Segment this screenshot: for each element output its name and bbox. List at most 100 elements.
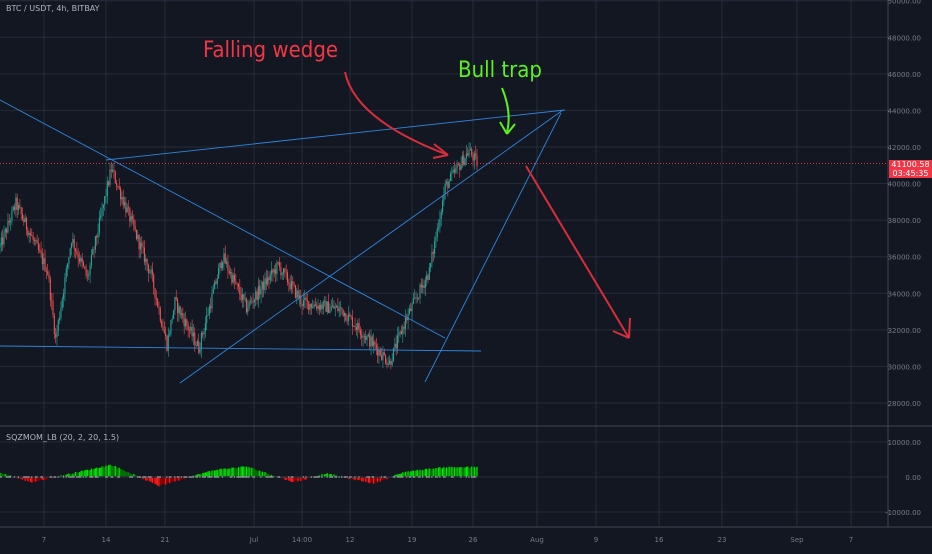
candle-body — [15, 197, 17, 210]
squeeze-dot — [207, 476, 209, 478]
momentum-bar — [408, 471, 411, 477]
time-tick-label: 16 — [655, 536, 664, 544]
time-tick-label: 9 — [594, 536, 598, 544]
squeeze-dot — [30, 476, 33, 478]
candle-body — [135, 229, 138, 239]
momentum-bar — [435, 468, 437, 477]
annotation-bull-trap[interactable]: Bull trap — [458, 58, 542, 83]
squeeze-dot — [68, 476, 70, 478]
annotation-falling-wedge[interactable]: Falling wedge — [203, 38, 339, 63]
squeeze-dot — [428, 476, 431, 478]
squeeze-dot — [350, 476, 353, 478]
price-tick-label: 48000.00 — [888, 34, 921, 42]
price-tick-label: 36000.00 — [888, 254, 921, 262]
momentum-bar — [0, 472, 1, 477]
squeeze-dot — [176, 476, 179, 478]
candle-body — [354, 325, 356, 328]
momentum-bar — [162, 477, 164, 485]
candle-body — [365, 336, 367, 341]
candle-body — [232, 275, 234, 283]
symbol-title[interactable]: BTC / USDT, 4h, BITBAY — [6, 4, 100, 13]
squeeze-dot — [382, 476, 384, 478]
momentum-bar — [252, 468, 254, 477]
candle-body — [23, 219, 25, 223]
momentum-bar — [45, 477, 47, 480]
candle-body — [385, 355, 387, 364]
squeeze-dot — [307, 476, 310, 478]
falling-wedge-arrowhead — [432, 143, 449, 159]
candle-body — [297, 290, 299, 299]
squeeze-dot — [343, 476, 346, 478]
squeeze-dot — [83, 476, 86, 478]
squeeze-dot — [400, 476, 403, 478]
candle-body — [142, 246, 144, 248]
momentum-bar — [363, 477, 365, 482]
squeeze-dot — [34, 476, 37, 478]
indicator-title[interactable]: SQZMOM_LB (20, 2, 20, 1.5) — [6, 433, 120, 442]
squeeze-dot — [364, 476, 367, 478]
momentum-bar — [219, 468, 221, 477]
momentum-bar — [180, 477, 183, 480]
candle-body — [195, 345, 197, 347]
squeeze-dot — [16, 476, 19, 478]
momentum-bar — [35, 477, 37, 482]
squeeze-dot — [89, 476, 91, 478]
momentum-bar — [349, 477, 351, 479]
candle-body — [158, 306, 160, 309]
trendline — [424, 112, 562, 383]
momentum-bar — [149, 477, 151, 482]
squeeze-dot — [87, 476, 90, 478]
candle-body — [67, 263, 69, 269]
squeeze-dot — [362, 476, 364, 478]
momentum-bar — [292, 477, 294, 483]
squeeze-dot — [64, 476, 66, 478]
squeeze-dot — [197, 476, 200, 478]
candles-group — [0, 142, 888, 370]
squeeze-dot — [93, 476, 95, 478]
candle-body — [184, 319, 187, 327]
momentum-bar — [257, 470, 259, 477]
squeeze-dot — [204, 476, 207, 478]
candle-body — [349, 314, 351, 317]
squeeze-dot — [278, 476, 281, 478]
candle-body — [182, 313, 184, 319]
momentum-bar — [158, 477, 160, 487]
momentum-bar — [215, 470, 217, 477]
candle-body — [279, 262, 281, 267]
momentum-bar — [431, 469, 433, 477]
candle-body — [410, 308, 412, 312]
candle-body — [464, 158, 466, 166]
squeeze-dot — [346, 476, 349, 478]
candle-body — [10, 221, 12, 223]
momentum-bar — [432, 468, 434, 477]
squeeze-dot — [106, 476, 109, 478]
momentum-bar — [440, 468, 442, 477]
momentum-bar — [195, 475, 197, 477]
momentum-bar — [125, 471, 127, 477]
squeeze-dot — [277, 476, 280, 478]
candle-body — [367, 334, 369, 336]
candle-body — [374, 341, 376, 345]
candle-body — [399, 331, 401, 334]
candle-body — [41, 253, 43, 265]
squeeze-dot — [375, 476, 378, 478]
momentum-bar — [28, 477, 30, 482]
squeeze-dot — [442, 476, 445, 478]
candle-body — [237, 284, 240, 288]
oscillator-group — [0, 464, 478, 487]
squeeze-dot — [405, 476, 408, 478]
squeeze-dot — [453, 476, 456, 478]
squeeze-dot — [297, 476, 300, 478]
candle-body — [353, 325, 355, 327]
candle-body — [202, 332, 204, 335]
osc-tick-label: 0.00 — [905, 474, 921, 482]
momentum-bar — [23, 477, 25, 480]
squeeze-dot — [466, 476, 469, 478]
candle-body — [53, 315, 55, 335]
candle-body — [455, 168, 457, 173]
squeeze-dot — [257, 476, 260, 478]
candle-body — [284, 268, 286, 272]
price-tick-label: 38000.00 — [888, 217, 921, 225]
squeeze-dot — [289, 476, 292, 478]
squeeze-dot — [99, 476, 102, 478]
